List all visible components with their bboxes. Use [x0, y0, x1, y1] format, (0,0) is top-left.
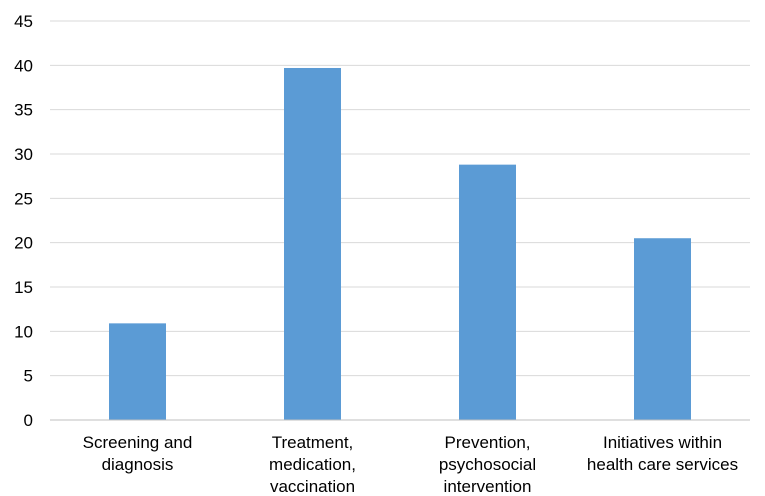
y-tick-label: 20: [14, 234, 33, 253]
y-tick-label: 35: [14, 101, 33, 120]
x-category-label-line: vaccination: [270, 477, 355, 496]
bar: [459, 164, 516, 420]
x-category-label: Treatment, medication, vaccination: [269, 433, 356, 496]
y-axis-ticks: 0 5 10 15 20 25 30 35 40 45: [14, 12, 33, 430]
bars: [109, 67, 691, 420]
x-category-label-line: diagnosis: [102, 455, 174, 474]
bar: [634, 238, 691, 420]
bar: [284, 67, 341, 420]
y-tick-label: 30: [14, 145, 33, 164]
y-tick-label: 5: [24, 367, 33, 386]
x-category-label-line: Prevention,: [445, 433, 531, 452]
x-category-label: Prevention, psychosocial intervention: [439, 433, 536, 496]
bar: [109, 323, 166, 420]
x-category-label-line: intervention: [444, 477, 532, 496]
x-category-label: Initiatives within health care services: [587, 433, 738, 474]
x-category-label: Screening and diagnosis: [83, 433, 193, 474]
x-axis-category-labels: Screening and diagnosis Treatment, medicati…: [83, 433, 738, 496]
y-tick-label: 10: [14, 322, 33, 341]
y-tick-label: 40: [14, 56, 33, 75]
x-category-label-line: psychosocial: [439, 455, 536, 474]
x-category-label-line: health care services: [587, 455, 738, 474]
x-category-label-line: Treatment,: [272, 433, 354, 452]
gridlines: [50, 20, 750, 377]
y-tick-label: 15: [14, 278, 33, 297]
x-category-label-line: Initiatives within: [603, 433, 722, 452]
y-tick-label: 0: [24, 411, 33, 430]
y-tick-label: 25: [14, 189, 33, 208]
x-category-label-line: Screening and: [83, 433, 193, 452]
y-tick-label: 45: [14, 12, 33, 31]
x-category-label-line: medication,: [269, 455, 356, 474]
